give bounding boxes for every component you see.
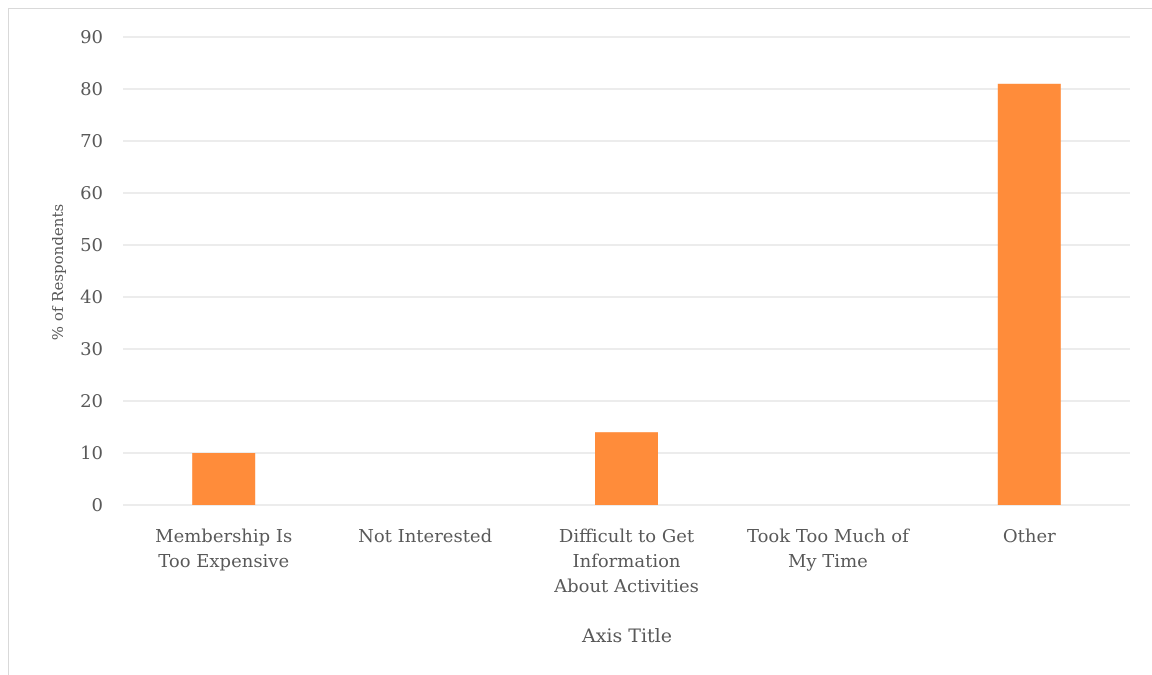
- y-tick-label-90: 90: [80, 27, 103, 48]
- y-axis-title: % of Respondents: [49, 204, 67, 340]
- x-category-label-1: Not Interested: [358, 526, 492, 547]
- bar-2: [595, 432, 658, 505]
- x-category-label-4: Other: [1003, 526, 1056, 547]
- x-category-label-2: Difficult to Get Information About Activit…: [553, 526, 699, 597]
- x-category-label-0: Membership Is Too Expensive: [155, 526, 292, 572]
- y-tick-label-30: 30: [80, 339, 103, 360]
- y-tick-label-40: 40: [80, 287, 103, 308]
- bar-0: [192, 453, 256, 505]
- y-tick-label-0: 0: [92, 495, 103, 516]
- y-tick-label-60: 60: [80, 183, 103, 204]
- x-axis-title: Axis Title: [581, 625, 672, 647]
- y-tick-label-50: 50: [80, 235, 103, 256]
- bar-4: [997, 83, 1061, 506]
- y-axis-tick-labels: 0 10 20 30 40 50 60 70 80 90: [80, 27, 103, 516]
- y-tick-label-20: 20: [80, 391, 103, 412]
- chart-frame: [8, 8, 1152, 675]
- y-tick-label-80: 80: [80, 79, 103, 100]
- x-category-label-3: Took Too Much of My Time: [747, 526, 910, 572]
- y-tick-label-70: 70: [80, 131, 103, 152]
- bars: [192, 83, 1061, 506]
- y-tick-label-10: 10: [80, 443, 103, 464]
- x-axis-category-labels: Membership Is Too Expensive Not Interested…: [155, 526, 1056, 597]
